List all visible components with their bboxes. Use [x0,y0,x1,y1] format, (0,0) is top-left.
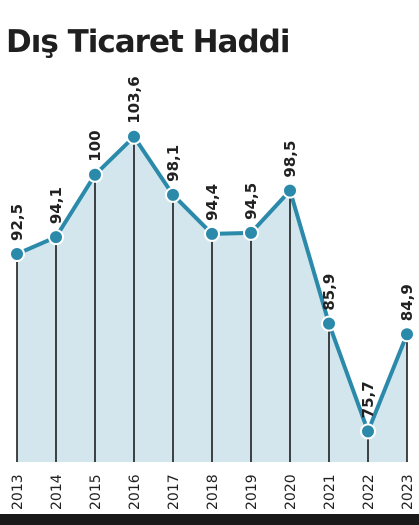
x-tick-label-2021: 2021 [322,474,338,510]
data-point-2023 [399,326,415,343]
data-point-2021 [321,315,337,332]
data-point-2014 [48,229,64,246]
value-label-2015: 100 [86,130,104,161]
data-point-2017 [165,186,181,203]
chart-title: Dış Ticaret Haddi [6,24,289,60]
x-tick-label-2023: 2023 [400,474,416,510]
drop-lines [16,136,408,462]
x-tick-label-2014: 2014 [49,474,65,510]
value-label-2016: 103,6 [125,76,143,123]
data-point-2019 [243,224,259,241]
data-point-2015 [87,166,103,183]
value-label-2019: 94,5 [242,183,260,220]
data-point-2018 [204,225,220,242]
value-label-2023: 84,9 [398,284,416,321]
data-point-2013 [9,245,25,262]
value-labels: 92,5 94,1 100 103,6 98,1 94,4 94,5 98,5 85,9 75,7… [8,76,416,418]
x-tick-labels: 2013 2014 2015 2016 2017 2018 2019 2020 2021 2022… [10,474,416,510]
data-point-2022 [360,423,376,440]
value-label-2020: 98,5 [281,141,299,178]
x-tick-label-2017: 2017 [166,474,182,510]
data-point-2020 [282,182,298,199]
value-label-2013: 92,5 [8,204,26,241]
value-label-2022: 75,7 [359,381,377,418]
x-tick-label-2019: 2019 [244,474,260,510]
value-label-2014: 94,1 [47,187,65,224]
data-point-2016 [126,128,142,145]
x-tick-label-2015: 2015 [88,474,104,510]
x-tick-label-2016: 2016 [127,474,143,510]
x-tick-label-2020: 2020 [283,474,299,510]
value-label-2021: 85,9 [320,274,338,311]
data-points [9,128,415,440]
value-label-2017: 98,1 [164,145,182,182]
x-tick-label-2013: 2013 [10,474,26,510]
x-tick-label-2022: 2022 [361,474,377,510]
value-label-2018: 94,4 [203,184,221,221]
x-tick-label-2018: 2018 [205,474,221,510]
baseline-bar [0,514,419,525]
